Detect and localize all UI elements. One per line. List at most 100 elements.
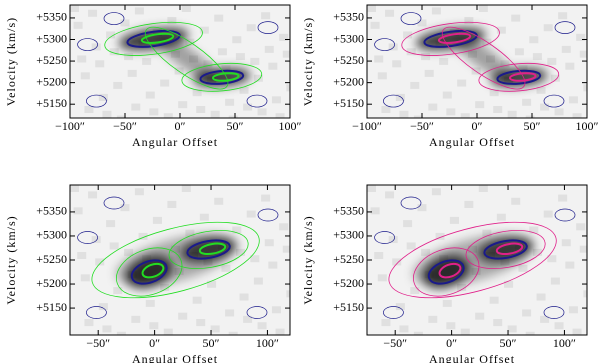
y-tick-label: +5350 [333,204,364,218]
noise-pixel [565,62,575,70]
noise-pixel [543,24,553,32]
noise-pixel [381,105,391,113]
noise-pixel [210,325,220,333]
noise-pixel [406,48,416,56]
noise-pixel [106,220,116,228]
contour-outer [104,21,203,56]
noise-pixel [196,105,206,113]
noise-pixel [142,57,152,65]
x-tick-label: 0″ [149,336,160,350]
contour-outer [413,247,480,297]
contour-inner [508,72,537,82]
noise-pixel [243,103,253,111]
noise-pixel [138,232,148,240]
noise-pixel [464,200,474,208]
noise-pixel [406,242,416,250]
x-tick-label: 50″ [500,336,517,350]
contour-mid [427,259,465,285]
noise-pixel [576,33,586,41]
intensity-blob [115,234,236,286]
noise-pixel [446,108,456,116]
x-tick-label: 100″ [553,336,576,350]
noise-pixel [392,258,402,266]
noise-pixel [98,303,108,311]
contour-outer [144,26,229,90]
noise-pixel [149,108,159,116]
noise-pixel [160,283,170,291]
noise-pixel [388,236,398,244]
noise-pixel [464,17,474,25]
noise-pixel [257,322,267,330]
noise-pixel [381,319,391,327]
y-tick-label: +5150 [333,96,364,110]
noise-pixel [116,115,126,118]
noise-pixel [576,223,586,231]
noise-pixel [413,115,423,118]
noise-pixel [250,57,260,65]
noise-pixel [536,293,546,301]
noise-pixel [214,197,224,205]
noise-pixel [550,277,560,285]
noise-pixel [522,309,532,317]
noise-pixel [80,72,90,80]
noise-pixel [246,210,256,218]
noise-contour [77,38,98,51]
noise-pixel [286,290,290,298]
noise-pixel [493,319,503,327]
noise-pixel [522,98,532,106]
noise-pixel [243,315,253,323]
noise-contour [86,306,107,319]
noise-pixel [367,5,376,12]
noise-pixel [185,229,195,237]
noise-pixel [496,213,506,221]
noise-pixel [282,50,290,58]
noise-pixel [120,204,130,212]
contour-inner [211,72,240,82]
noise-pixel [460,328,470,335]
noise-pixel [239,86,249,94]
noise-pixel [543,210,553,218]
noise-pixel [225,98,235,106]
noise-contour [246,94,268,108]
y-tick-label: +5250 [333,252,364,266]
intensity-map [118,27,251,87]
noise-pixel [572,113,582,118]
noise-pixel [95,258,105,266]
noise-pixel [192,296,202,304]
noise-pixel [525,331,535,335]
noise-pixel [80,274,90,282]
y-axis-label: Velocity (km/s) [4,215,18,304]
contour-outer [91,221,260,299]
noise-pixel [91,236,101,244]
x-tick-label: −50″ [86,336,110,350]
noise-contour [383,94,404,108]
noise-pixel [152,216,162,224]
y-axis-label: Velocity (km/s) [301,17,315,106]
x-axis-label: Angular Offset [429,135,515,149]
noise-pixel [264,45,274,53]
plot-area [70,5,290,118]
noise-pixel [547,255,557,263]
noise-pixel [77,252,87,260]
noise-contour [554,21,576,34]
noise-pixel [370,207,380,215]
noise-pixel [286,84,290,92]
noise-pixel [385,191,395,199]
x-axis-label: Angular Offset [429,352,515,363]
y-tick-label: +5150 [333,300,364,314]
noise-pixel [127,69,137,77]
plot-area [367,185,587,335]
noise-pixel [493,105,503,113]
noise-pixel [385,9,395,17]
noise-pixel [370,21,380,29]
noise-pixel [514,48,524,56]
noise-pixel [558,194,568,202]
noise-pixel [261,12,271,20]
noise-pixel [268,62,278,70]
noise-pixel [124,53,134,61]
contour-mid [126,29,181,48]
noise-pixel [532,53,542,61]
noise-pixel [424,69,434,77]
noise-pixel [163,328,173,335]
noise-pixel [565,261,575,269]
